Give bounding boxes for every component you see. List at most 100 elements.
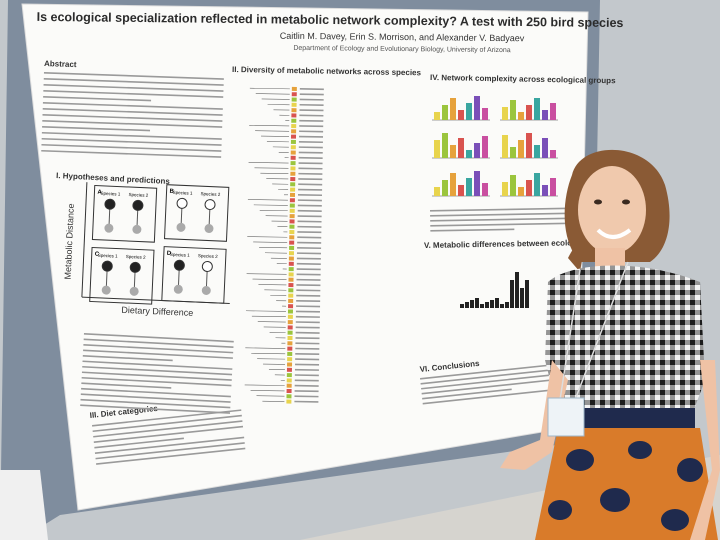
species-name [298,183,323,186]
chart-bar [520,288,524,308]
text-line [42,113,223,122]
species-name [298,162,323,165]
trait-cell [288,261,294,266]
trait-cell [288,277,294,282]
text-line [93,420,243,438]
species-name [299,135,324,138]
species-name [297,209,322,212]
section-heading: II. Diversity of metabolic networks acro… [232,65,422,77]
text-line [83,332,234,343]
panel-letter: A [97,190,102,196]
species-name [295,326,320,329]
chart-bar [515,272,519,308]
chart-bar [526,180,532,196]
trait-cell [286,394,292,399]
trait-cell [288,267,294,272]
chart-bar [458,138,464,158]
trait-cell [290,145,296,150]
species-label: Species 2 [128,192,148,198]
branch [252,278,287,280]
text-line [430,228,515,232]
trait-cell [287,325,293,330]
chart-bar [510,100,516,120]
node [132,199,144,211]
trait-cell [291,102,297,107]
species-name [298,146,323,149]
species-name [295,315,320,318]
text-line [430,212,571,217]
branch [251,315,286,318]
trait-cell [289,240,295,245]
trait-cell [290,187,296,192]
chart-bar [434,187,440,196]
species-name [298,178,323,181]
chart-bar [518,187,524,196]
branch [248,162,289,164]
trait-cell [286,378,292,383]
trait-cell [289,214,295,219]
text-line [81,382,172,389]
trait-cell [287,341,293,346]
chart-bar [434,112,440,120]
species-name [299,93,324,96]
trait-cell [287,362,293,367]
trait-cell [291,92,297,97]
species-name [296,252,321,255]
trait-cell [290,182,296,187]
chart-bar [542,110,548,120]
trait-cell [288,288,294,293]
chart-bar [525,280,529,308]
node [173,259,185,271]
arm [690,360,720,540]
text-line [42,101,223,110]
trait-cell [287,351,293,356]
branch [246,273,287,275]
poster-affiliation: Department of Ecology and Evolutionary B… [293,45,511,54]
species-name [295,363,320,366]
species-name [299,125,324,128]
node [104,198,116,210]
text-line [43,72,224,80]
chart-bar [542,185,548,196]
branch [250,390,285,392]
species-name [294,384,319,387]
species-name [294,374,319,377]
text-line [96,447,246,465]
species-name [294,368,319,371]
node [201,261,213,273]
text-line [95,442,245,460]
species-name [294,379,319,382]
trait-cell [288,304,294,309]
text-line [420,367,570,385]
species-name [295,310,320,313]
chart-bar [485,302,489,308]
text-line [41,149,222,158]
chart-bar [442,133,448,158]
trait-cell [291,97,297,102]
node [129,261,141,273]
lanyard [559,261,629,401]
figure-1: Metabolic Distance Dietary Difference AS… [63,182,230,318]
panel [161,246,227,304]
text-line [41,131,222,140]
species-name [297,220,322,223]
trait-cell [289,203,295,208]
chart-bar [442,180,448,196]
chart-bar [495,298,499,308]
chart-bar [505,302,509,308]
trait-cell [287,309,294,314]
section-heading: IV. Network complexity across ecological… [430,73,616,85]
chart-bar [518,140,524,158]
text-line [80,393,231,403]
text-line [81,371,232,381]
text-line [94,437,184,449]
trait-cell [289,229,295,235]
trait-cell [290,150,296,155]
species-name [299,114,324,117]
text-line [93,425,244,444]
chart-bar [510,280,514,308]
species-name [299,88,324,91]
poster-content: Is ecological specialization reflected i… [37,10,624,465]
trait-cell [288,251,295,256]
trait-cell [289,219,295,224]
